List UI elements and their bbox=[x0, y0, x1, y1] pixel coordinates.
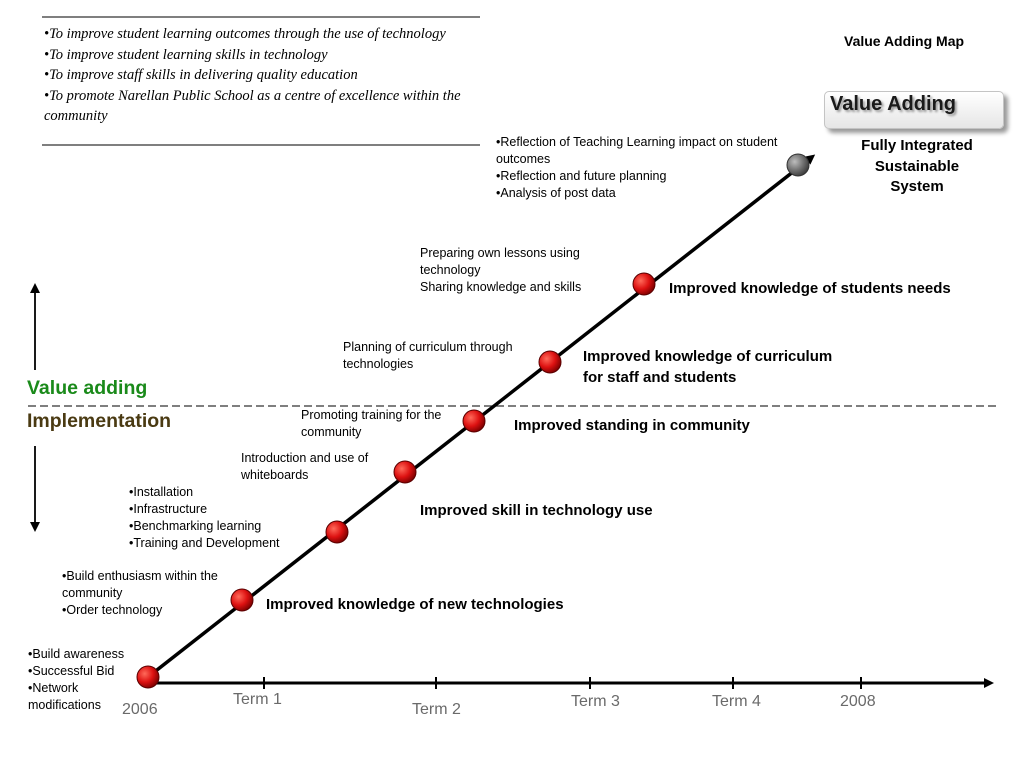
final-milestone-marker bbox=[786, 153, 810, 177]
goal-item: •To improve student learning skills in t… bbox=[44, 46, 328, 63]
activity-note-8: •Reflection of Teaching Learning impact … bbox=[496, 134, 826, 202]
goal-item: •To promote Narellan Public School as a … bbox=[44, 87, 461, 125]
note-line: •Network bbox=[28, 681, 79, 695]
note-line: outcomes bbox=[496, 152, 551, 166]
milestone-marker bbox=[538, 350, 562, 374]
note-line: •Reflection and future planning bbox=[496, 169, 667, 183]
note-line: •Build awareness bbox=[28, 647, 125, 661]
outcome-community-standing: Improved standing in community bbox=[514, 415, 750, 436]
activity-note-5: Promoting training for the community bbox=[301, 407, 476, 441]
note-line: •Benchmarking learning bbox=[129, 519, 262, 533]
timeline-term1-label: Term 1 bbox=[233, 691, 282, 708]
timeline-term4-label: Term 4 bbox=[712, 693, 761, 710]
outcome-line: Improved knowledge of students needs bbox=[669, 280, 951, 297]
note-line: •Build enthusiasm within the bbox=[62, 569, 218, 583]
activity-note-4: Introduction and use of whiteboards bbox=[241, 450, 411, 484]
outcome-students-needs: Improved knowledge of students needs bbox=[669, 278, 951, 299]
note-line: community bbox=[62, 586, 123, 600]
note-line: modifications bbox=[28, 698, 101, 712]
note-line: Preparing own lessons using bbox=[420, 246, 580, 260]
outcome-line: Improved knowledge of curriculum bbox=[583, 348, 833, 365]
map-title: Value Adding Map bbox=[844, 33, 965, 49]
outcome-curriculum-knowledge: Improved knowledge of curriculum for sta… bbox=[583, 346, 832, 388]
note-line: Sharing knowledge and skills bbox=[420, 280, 582, 294]
goals-list: •To improve student learning outcomes th… bbox=[44, 24, 474, 127]
note-line: Promoting training for the bbox=[301, 408, 442, 422]
implementation-phase-label: Implementation bbox=[27, 410, 172, 432]
activity-note-6: Planning of curriculum through technolog… bbox=[343, 339, 553, 373]
note-line: •Order technology bbox=[62, 603, 163, 617]
final-label-line: System bbox=[890, 178, 944, 195]
note-line: whiteboards bbox=[241, 468, 309, 482]
outcome-new-technologies: Improved knowledge of new technologies bbox=[266, 594, 564, 615]
note-line: •Infrastructure bbox=[129, 502, 208, 516]
note-line: technology bbox=[420, 263, 481, 277]
activity-note-7: Preparing own lessons using technology S… bbox=[420, 245, 620, 296]
outcome-line: Improved skill in technology use bbox=[420, 502, 653, 519]
milestone-marker bbox=[632, 272, 656, 296]
final-label-line: Fully Integrated bbox=[861, 137, 973, 154]
milestone-marker bbox=[462, 409, 486, 433]
value-adding-phase-label: Value adding bbox=[27, 377, 148, 399]
note-line: •Analysis of post data bbox=[496, 186, 616, 200]
note-line: •Installation bbox=[129, 485, 194, 499]
milestone-marker bbox=[393, 460, 417, 484]
milestone-marker bbox=[136, 665, 160, 689]
timeline-end-label: 2008 bbox=[840, 693, 876, 710]
final-label-line: Sustainable bbox=[874, 157, 960, 175]
activity-note-1: •Build awareness •Successful Bid •Networ… bbox=[28, 646, 158, 714]
goal-item: •To improve staff skills in delivering q… bbox=[44, 67, 358, 83]
milestone-marker bbox=[230, 588, 254, 612]
note-line: •Successful Bid bbox=[28, 664, 115, 678]
note-line: Introduction and use of bbox=[241, 451, 369, 465]
activity-note-2: •Build enthusiasm within the community •… bbox=[62, 568, 262, 619]
outcome-line: Improved standing in community bbox=[514, 417, 750, 434]
final-label: Fully Integrated Sustainable System bbox=[837, 136, 997, 198]
value-adding-box-label: Value Adding bbox=[830, 93, 956, 115]
outcome-line: for staff and students bbox=[583, 369, 737, 386]
value-adding-box bbox=[824, 91, 1004, 129]
goal-item: •To improve student learning outcomes th… bbox=[44, 26, 446, 42]
timeline-term2-label: Term 2 bbox=[412, 701, 461, 718]
note-line: technologies bbox=[343, 357, 414, 371]
activity-note-3: •Installation •Infrastructure •Benchmark… bbox=[129, 484, 329, 552]
note-line: •Reflection of Teaching Learning impact … bbox=[496, 135, 778, 149]
timeline-term3-label: Term 3 bbox=[571, 693, 620, 710]
note-line: Planning of curriculum through bbox=[343, 340, 513, 354]
timeline-start-label: 2006 bbox=[122, 701, 158, 718]
note-line: •Training and Development bbox=[129, 536, 280, 550]
outcome-line: Improved knowledge of new technologies bbox=[266, 596, 564, 613]
outcome-technology-skill: Improved skill in technology use bbox=[420, 500, 653, 521]
note-line: community bbox=[301, 425, 362, 439]
milestone-marker bbox=[325, 520, 349, 544]
